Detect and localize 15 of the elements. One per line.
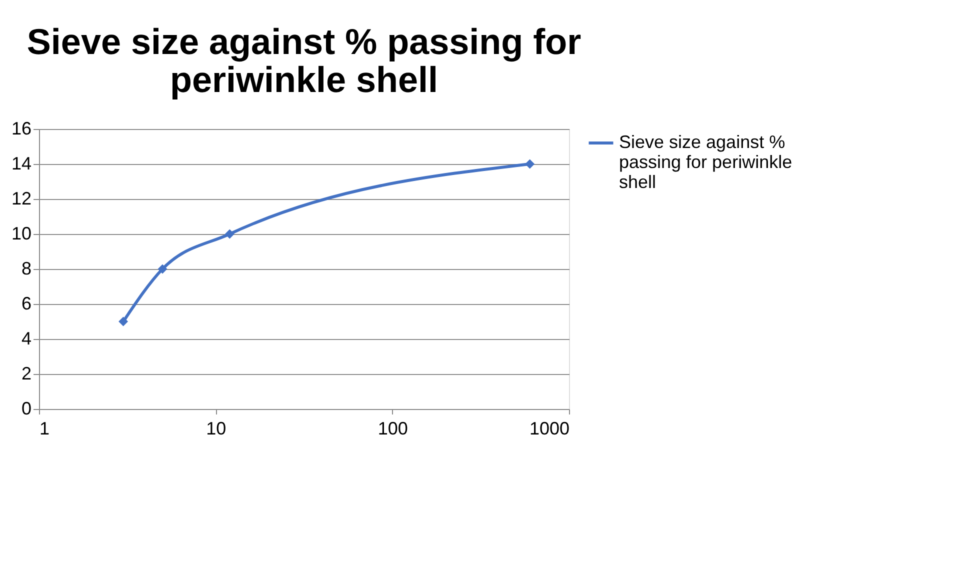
- y-tick-label: 2: [21, 364, 32, 384]
- y-tick-label: 6: [21, 294, 32, 314]
- x-tick-label: 100: [378, 418, 408, 438]
- y-tick-label: 14: [11, 154, 32, 174]
- x-tick-label: 1: [40, 418, 50, 438]
- y-tick-label: 12: [11, 188, 32, 208]
- y-tick-label: 0: [21, 398, 32, 418]
- chart-title: Sieve size against % passing for periwinkle shell: [26, 21, 582, 100]
- y-tick-label: 16: [11, 118, 32, 138]
- y-tick-label: 8: [21, 258, 32, 278]
- legend-label: Sieve size against % passing for periwinkle shell: [619, 132, 792, 192]
- x-tick-label: 1000: [529, 418, 570, 438]
- y-tick-label: 10: [11, 224, 32, 244]
- x-tick-label: 10: [206, 418, 226, 438]
- y-tick-label: 4: [21, 328, 32, 348]
